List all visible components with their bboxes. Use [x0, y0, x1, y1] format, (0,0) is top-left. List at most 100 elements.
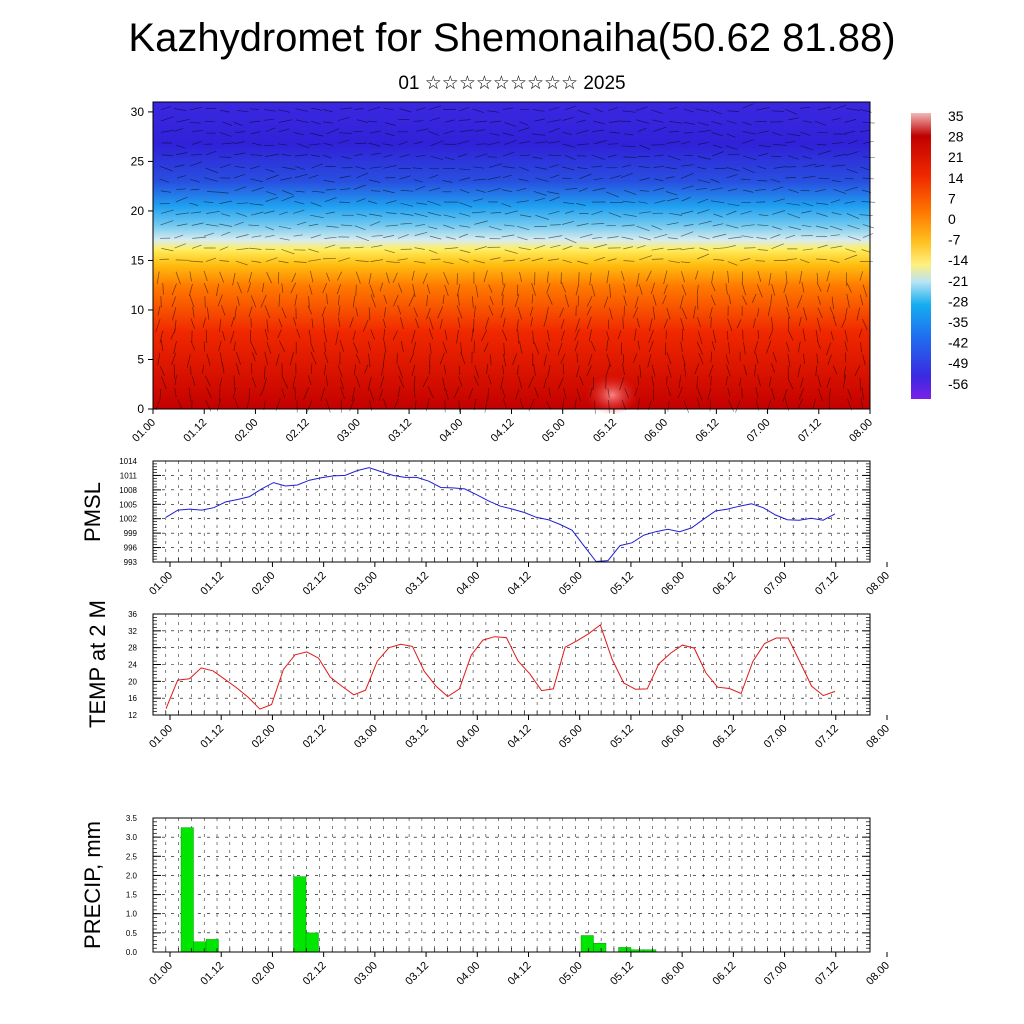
- temp-panel: 12 16 20 24 28 32 36 01.00 01.12 02.00 02.12 03.00 0…: [85, 600, 892, 751]
- colorbar-label: 28: [948, 129, 964, 145]
- temp-series-line: [165, 624, 836, 710]
- x-tick-label: 06.12: [711, 960, 739, 988]
- x-tick-label: 07.00: [762, 960, 790, 988]
- precip-bars: [180, 827, 657, 953]
- pmsl-panel: 993 996 999 1002 1005 1008 1011 1014 01.00 01.12 0…: [80, 457, 892, 598]
- x-tick-label: 01.12: [198, 960, 226, 988]
- x-tick-label: 04.12: [489, 417, 517, 445]
- x-tick-label: 07.00: [762, 723, 790, 751]
- y-tick-label: 0.5: [126, 929, 138, 938]
- x-tick-label: 04.12: [506, 723, 534, 751]
- y-tick-label: 1.5: [126, 891, 138, 900]
- colorbar: 35 28 21 14 7 0 -7 -14 -21 -28 -35 -42 -49 -56: [911, 108, 968, 399]
- chart-title: Kazhydromet for Shemonaiha(50.62 81.88): [128, 16, 896, 60]
- colorbar-label: -49: [948, 355, 968, 371]
- colorbar-label: -35: [948, 314, 968, 330]
- colorbar-label: 35: [948, 108, 964, 124]
- x-tick-label: 05.00: [557, 570, 585, 598]
- colorbar-label: -21: [948, 273, 968, 289]
- colorbar-label: -56: [948, 376, 968, 392]
- pmsl-grid: [152, 460, 871, 563]
- y-tick-label: 1014: [119, 457, 137, 466]
- x-tick-label: 04.12: [506, 960, 534, 988]
- x-tick-label: 02.00: [233, 417, 261, 445]
- precip-grid: [152, 817, 871, 953]
- precip-bar: [593, 943, 607, 953]
- x-tick-label: 06.12: [711, 570, 739, 598]
- x-tick-label: 03.12: [386, 417, 414, 445]
- x-tick-label: 07.12: [796, 417, 824, 445]
- precip-panel: 0.0 0.5 1.0 1.5 2.0 2.5 3.0 3.5 01.00 01.12 02.00 0…: [80, 814, 892, 988]
- x-tick-label: 04.00: [454, 570, 482, 598]
- x-tick-label: 03.00: [352, 723, 380, 751]
- temp-grid: [152, 613, 871, 716]
- colorbar-labels: 35 28 21 14 7 0 -7 -14 -21 -28 -35 -42 -49 -56: [948, 108, 968, 392]
- y-tick-label: 28: [128, 644, 137, 653]
- x-tick-label: 02.00: [250, 723, 278, 751]
- y-tick-label: 993: [124, 558, 138, 567]
- y-tick-label: 5: [137, 352, 144, 366]
- x-tick-label: 05.12: [591, 417, 619, 445]
- x-tick-label: 02.12: [301, 570, 329, 598]
- x-tick-label: 06.12: [711, 723, 739, 751]
- colorbar-label: -42: [948, 335, 968, 351]
- x-tick-label: 01.00: [147, 570, 175, 598]
- colorbar-label: 7: [948, 190, 956, 206]
- precip-ylabel: PRECIP, mm: [80, 821, 105, 949]
- x-tick-label: 05.12: [608, 960, 636, 988]
- colorbar-label: 14: [948, 170, 964, 186]
- x-tick-label: 07.00: [745, 417, 773, 445]
- x-tick-label: 01.12: [198, 723, 226, 751]
- x-tick-label: 07.12: [813, 723, 841, 751]
- colorbar-label: -28: [948, 293, 968, 309]
- wind-vector-overlay: [155, 103, 876, 414]
- cross-section-field: [153, 102, 870, 409]
- precip-axes: 0.0 0.5 1.0 1.5 2.0 2.5 3.0 3.5 01.00 01.12 02.00 0…: [126, 814, 892, 988]
- y-tick-label: 0: [137, 402, 144, 416]
- y-tick-label: 2.0: [126, 871, 138, 880]
- y-tick-label: 1008: [119, 486, 137, 495]
- y-tick-label: 3.5: [126, 814, 138, 823]
- x-tick-label: 05.00: [557, 960, 585, 988]
- y-tick-label: 10: [131, 303, 145, 317]
- x-tick-label: 07.12: [813, 570, 841, 598]
- y-tick-label: 15: [131, 253, 145, 267]
- wind-vectors: [155, 103, 876, 414]
- x-tick-label: 01.00: [147, 960, 175, 988]
- x-tick-label: 06.00: [642, 417, 670, 445]
- precip-bar: [618, 947, 632, 953]
- x-tick-label: 01.12: [198, 570, 226, 598]
- x-tick-label: 08.00: [847, 417, 875, 445]
- x-tick-label: 02.12: [284, 417, 312, 445]
- x-tick-label: 01.00: [130, 417, 158, 445]
- colorbar-label: -7: [948, 232, 961, 248]
- x-tick-label: 08.00: [864, 960, 892, 988]
- precip-bar: [293, 876, 307, 953]
- x-tick-label: 03.00: [352, 960, 380, 988]
- precip-bar: [180, 827, 194, 953]
- y-tick-label: 24: [128, 661, 137, 670]
- colorbar-gradient: [911, 113, 931, 399]
- y-tick-label: 1011: [120, 471, 138, 480]
- cross-section-panel: 0 5 10 15 20 25 30 01.00 01.12 02.00 02.12 03.00 03.…: [130, 101, 876, 445]
- x-tick-label: 03.12: [403, 570, 431, 598]
- precip-bar: [205, 939, 219, 953]
- y-tick-label: 36: [128, 610, 137, 619]
- x-tick-label: 04.00: [454, 723, 482, 751]
- x-tick-label: 05.00: [557, 723, 585, 751]
- x-tick-label: 04.00: [454, 960, 482, 988]
- x-tick-label: 01.12: [181, 417, 209, 445]
- pmsl-axes: 993 996 999 1002 1005 1008 1011 1014 01.00 01.12 0…: [119, 457, 892, 598]
- x-tick-label: 08.00: [864, 723, 892, 751]
- x-tick-label: 03.12: [403, 723, 431, 751]
- y-tick-label: 3.0: [126, 833, 138, 842]
- y-tick-label: 16: [128, 694, 137, 703]
- x-tick-label: 01.00: [147, 723, 175, 751]
- pmsl-ylabel: PMSL: [80, 482, 105, 542]
- precip-bar: [305, 932, 319, 953]
- y-tick-label: 1002: [119, 515, 137, 524]
- y-tick-label: 25: [131, 154, 145, 168]
- x-tick-label: 06.12: [694, 417, 722, 445]
- x-tick-label: 02.00: [250, 960, 278, 988]
